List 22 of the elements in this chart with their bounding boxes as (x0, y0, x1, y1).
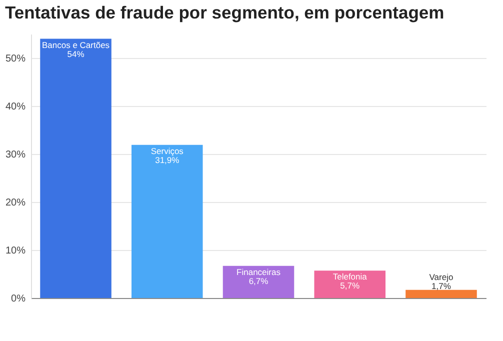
chart-title: Tentativas de fraude por segmento, em porcentagem (4, 2, 444, 22)
x-tick-label: Serviços (150, 146, 184, 156)
y-tick-label: 10% (5, 246, 26, 256)
data-label: 6,7% (248, 276, 269, 286)
bar (222, 266, 294, 298)
y-tick-label: 30% (5, 150, 26, 160)
data-label: 5,7% (340, 280, 360, 291)
bar (40, 38, 112, 298)
data-label: 31,9% (155, 154, 180, 165)
data-label: 54% (67, 48, 85, 59)
data-label: 1,7% (432, 280, 452, 291)
y-tick-label: 0% (11, 294, 26, 304)
y-tick-label: 20% (5, 198, 26, 208)
x-tick-label: Varejo (429, 272, 454, 282)
y-tick-label: 50% (5, 54, 26, 64)
x-tick-label: Telefonia (332, 272, 368, 282)
bar (132, 144, 203, 298)
bar (406, 290, 477, 298)
x-tick-label: Financeiras (236, 266, 280, 277)
y-tick-label: 40% (5, 102, 26, 112)
bar (314, 270, 386, 298)
x-tick-label: Bancos e Cartões (42, 40, 110, 50)
